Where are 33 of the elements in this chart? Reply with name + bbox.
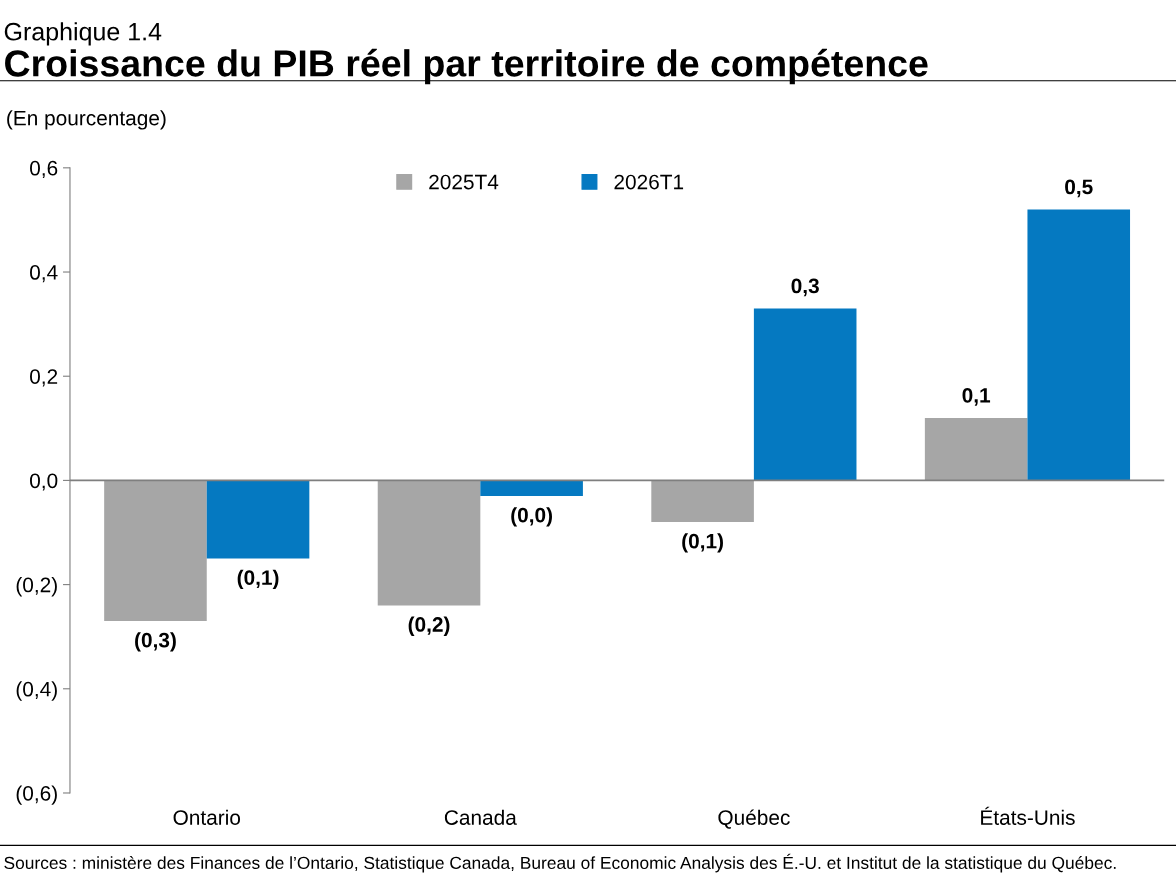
data-label: 0,1 [962,387,991,406]
bar [651,480,754,523]
chart-subtitle: Graphique 1.4 [4,22,162,46]
bar [753,308,857,481]
y-tick-label: 0,6 [30,160,58,179]
y-tick-label: 0,0 [30,473,58,491]
x-tick-label: États-Unis [981,806,1075,825]
bar [377,480,481,606]
legend-label: 2025T4 [429,174,499,190]
x-tick-label: Québec [718,809,790,829]
data-label: 0,5 [1065,179,1093,198]
bar [924,417,1028,481]
y-tick-label: 0,4 [30,265,58,283]
data-label: (0,1) [682,533,723,553]
x-tick-label: Canada [444,809,517,825]
y-axis-title: (En pourcentage) [7,110,166,130]
x-tick-label: Ontario [173,809,241,825]
bar [104,480,207,622]
data-label: 0,3 [791,278,819,297]
bar [480,480,583,497]
y-tick-label: 0,2 [30,369,58,387]
source-note: Sources : ministère des Finances de l’Ontario, Statistique Canada, Bureau of Economic Analysis des É.-U. et Institut de la statistique du Québec. [4,853,1116,873]
y-tick-label: (0,4) [16,681,57,701]
bar [1027,209,1131,481]
data-label: (0,0) [511,507,552,527]
data-label: (0,1) [237,569,279,590]
data-label: (0,2) [408,616,450,636]
chart-title: Croissance du PIB réel par territoire de compétence [5,48,928,85]
y-tick-label: (0,6) [16,785,57,805]
data-label: (0,3) [135,632,176,652]
bar [206,480,310,559]
legend-label: 2026T1 [614,174,684,190]
y-tick-label: (0,2) [16,577,57,597]
